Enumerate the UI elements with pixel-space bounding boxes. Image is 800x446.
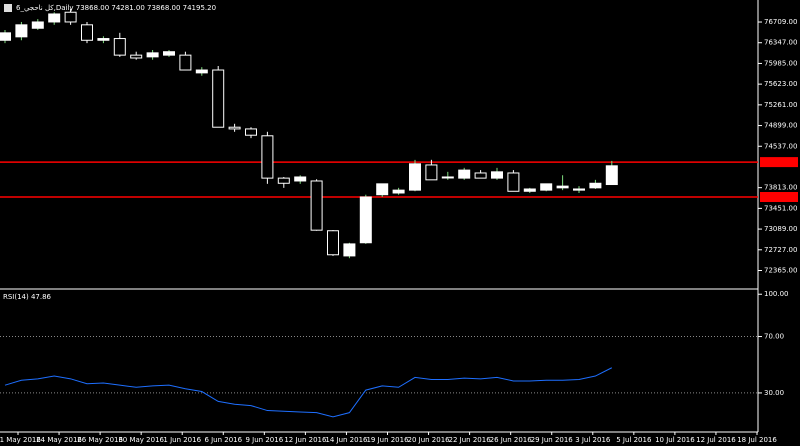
candle-body — [441, 176, 454, 179]
candle-body — [425, 164, 438, 181]
y-tick-label: 70.00 — [764, 333, 784, 341]
y-tick-label: 73089.00 — [764, 225, 797, 233]
candle-body — [179, 54, 192, 71]
candle-body — [540, 183, 553, 191]
candle-body — [359, 196, 372, 244]
x-tick-label: 20 Jun 2016 — [408, 436, 451, 444]
candle-body — [261, 135, 274, 179]
candle-body — [507, 172, 520, 192]
rsi-line — [4, 367, 613, 418]
candle-body — [556, 185, 569, 189]
candle-body — [491, 171, 503, 179]
candle-body — [409, 163, 421, 191]
candle-body — [146, 52, 159, 58]
candle-body — [212, 69, 225, 128]
x-tick-label: 29 Jun 2016 — [531, 436, 574, 444]
y-tick-label: 75985.00 — [764, 59, 797, 67]
candle-body — [573, 188, 585, 191]
candle-body — [376, 183, 389, 196]
candle-body — [327, 230, 339, 256]
candle-body — [589, 182, 602, 189]
candle-body — [31, 21, 44, 29]
candle-body — [310, 180, 323, 231]
chart-title: 6_كل ناحجي,Daily 73868.00 74281.00 73868… — [16, 4, 216, 12]
x-tick-label: 22 Jun 2016 — [449, 436, 492, 444]
y-tick-label: 74899.00 — [764, 122, 797, 130]
symbol-icon — [4, 4, 12, 12]
candle-body — [195, 69, 208, 74]
candle-body — [458, 169, 471, 179]
level-tag — [760, 191, 798, 202]
candle-body — [163, 51, 175, 56]
x-tick-label: 3 Jul 2016 — [575, 436, 611, 444]
candle-body — [64, 11, 77, 23]
x-tick-label: 18 Jul 2016 — [737, 436, 777, 444]
candle-body — [245, 128, 257, 136]
x-tick-label: 21 May 2016 — [0, 436, 41, 444]
candle-body — [97, 38, 110, 41]
candle-body — [130, 54, 143, 59]
candle-body — [113, 38, 126, 56]
y-tick-label: 73813.00 — [764, 184, 797, 192]
candle-body — [277, 177, 290, 184]
x-tick-label: 19 Jun 2016 — [366, 436, 409, 444]
y-tick-label: 75261.00 — [764, 101, 797, 109]
x-tick-label: 1 Jun 2016 — [163, 436, 201, 444]
x-tick-label: 6 Jun 2016 — [204, 436, 242, 444]
x-tick-label: 30 May 2016 — [118, 436, 164, 444]
candle-body — [48, 13, 61, 23]
x-tick-label: 5 Jul 2016 — [616, 436, 652, 444]
x-tick-label: 26 May 2016 — [77, 436, 123, 444]
y-tick-label: 30.00 — [764, 389, 784, 397]
x-tick-label: 14 Jun 2016 — [325, 436, 368, 444]
candle-body — [605, 165, 618, 186]
candle-body — [294, 176, 307, 182]
x-tick-label: 24 May 2016 — [36, 436, 82, 444]
y-tick-label: 76709.00 — [764, 18, 797, 26]
x-tick-label: 12 Jul 2016 — [696, 436, 736, 444]
candle-body — [15, 24, 28, 38]
candle-body — [343, 243, 356, 257]
rsi-title: RSI(14) 47.86 — [3, 293, 52, 301]
y-tick-label: 76347.00 — [764, 39, 797, 47]
y-tick-label: 75623.00 — [764, 80, 797, 88]
candle-body — [392, 189, 405, 194]
y-tick-label: 74537.00 — [764, 142, 797, 150]
y-tick-label: 73451.00 — [764, 204, 797, 212]
x-tick-label: 12 Jun 2016 — [284, 436, 327, 444]
x-tick-label: 26 Jun 2016 — [490, 436, 533, 444]
candle-body — [474, 172, 487, 179]
candle-body — [523, 188, 536, 192]
x-tick-label: 9 Jun 2016 — [246, 436, 284, 444]
candle-body — [228, 126, 241, 130]
candle-body — [0, 32, 11, 41]
level-tag — [760, 157, 798, 168]
y-tick-label: 72727.00 — [764, 246, 797, 254]
x-tick-label: 10 Jul 2016 — [655, 436, 695, 444]
candle-body — [81, 24, 93, 41]
y-tick-label: 100.00 — [764, 290, 789, 298]
y-tick-label: 72365.00 — [764, 266, 797, 274]
